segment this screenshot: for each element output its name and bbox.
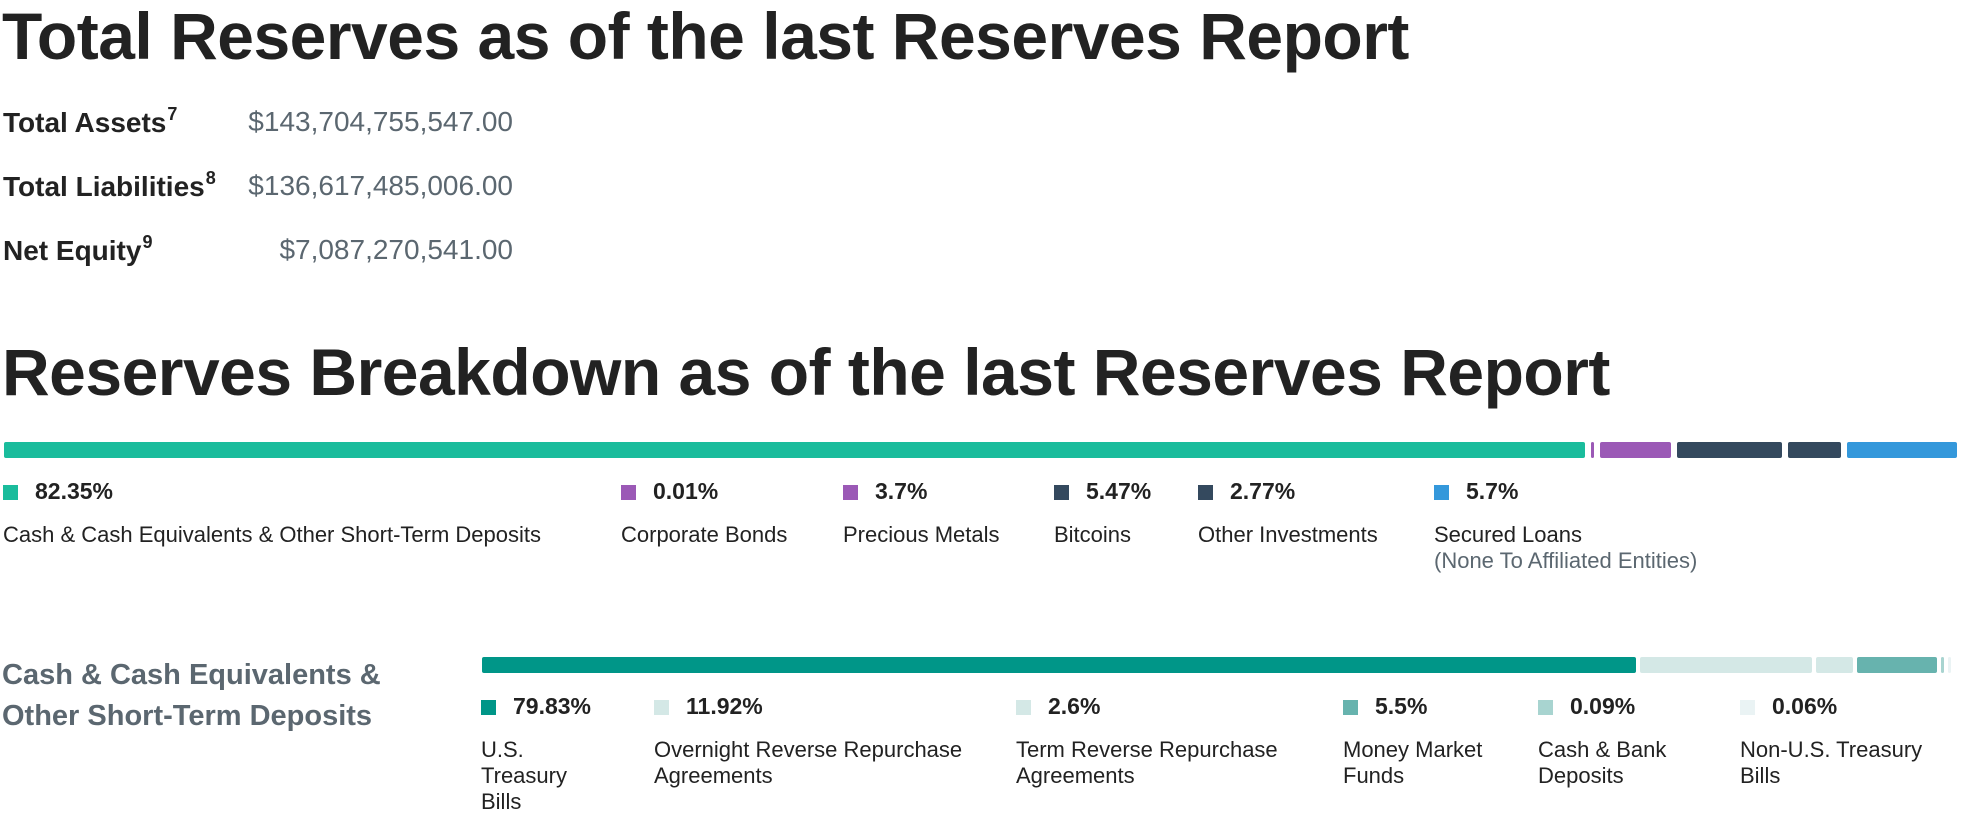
bar-segment-overnight-reverse-repurchase-agreements[interactable] <box>1639 657 1812 673</box>
legend-swatch <box>1016 700 1031 715</box>
footnote-9[interactable]: 9 <box>142 232 153 252</box>
legend-category: Non-U.S. Treasury Bills <box>1740 737 1940 789</box>
legend-swatch <box>1054 485 1069 500</box>
legend-category: Cash & Bank Deposits <box>1538 737 1703 789</box>
legend-swatch <box>1538 700 1553 715</box>
legend-percentage: 0.09% <box>1570 693 1636 719</box>
footnote-7[interactable]: 7 <box>167 104 178 124</box>
legend-swatch <box>621 485 636 500</box>
bar-segment-non-u-s-treasury-bills[interactable] <box>1947 657 1951 673</box>
legend-swatch <box>654 700 669 715</box>
legend-percentage: 0.01% <box>653 478 719 504</box>
legend-percentage: 82.35% <box>35 478 114 504</box>
net-equity-value: $7,087,270,541.00 <box>279 234 513 265</box>
legend-category: Precious Metals <box>843 522 1043 548</box>
bar-segment-other-investments[interactable] <box>1788 442 1842 458</box>
legend-category-label: Corporate Bonds <box>621 522 788 547</box>
cash-breakdown-bar <box>482 657 1951 673</box>
legend-category-label: Term Reverse Repurchase Agreements <box>1016 737 1278 788</box>
legend-category: Cash & Cash Equivalents & Other Short-Te… <box>3 522 603 548</box>
bar-segment-precious-metals[interactable] <box>1600 442 1672 458</box>
legend-category-label: Precious Metals <box>843 522 1000 547</box>
cash-breakdown-title: Cash & Cash Equivalents & Other Short-Te… <box>2 659 381 732</box>
legend-swatch <box>481 700 496 715</box>
legend-swatch <box>1434 485 1449 500</box>
legend-percentage: 2.77% <box>1230 478 1296 504</box>
legend-category: Overnight Reverse Repurchase Agreements <box>654 737 984 789</box>
bar-segment-u-s-treasury-bills[interactable] <box>482 657 1636 673</box>
reserves-breakdown-bar <box>4 442 1957 458</box>
legend-category-label: Cash & Cash Equivalents & Other Short-Te… <box>3 522 542 547</box>
legend-category: Money Market Funds <box>1343 737 1508 789</box>
legend-category: Term Reverse Repurchase Agreements <box>1016 737 1316 789</box>
legend-category: U.S. Treasury Bills <box>481 737 581 815</box>
bar-segment-cash-bank-deposits[interactable] <box>1940 657 1944 673</box>
legend-category: Secured Loans (None To Affiliated Entitie… <box>1434 522 1754 574</box>
legend-percentage: 0.06% <box>1772 693 1838 719</box>
total-liabilities-label: Total Liabilities8 <box>3 168 216 202</box>
legend-percentage: 5.47% <box>1086 478 1152 504</box>
legend-category: Bitcoins <box>1054 522 1184 548</box>
legend-category-label: Overnight Reverse Repurchase Agreements <box>654 737 963 788</box>
total-assets-label: Total Assets7 <box>3 104 178 138</box>
bar-segment-bitcoins[interactable] <box>1677 442 1783 458</box>
legend-category-label: Money Market Funds <box>1343 737 1483 788</box>
legend-category: Corporate Bonds <box>621 522 831 548</box>
net-equity-label: Net Equity9 <box>3 232 153 266</box>
legend-category-label: U.S. Treasury Bills <box>481 737 567 814</box>
legend-percentage: 5.7% <box>1466 478 1519 504</box>
total-reserves-title: Total Reserves as of the last Reserves R… <box>2 0 1409 73</box>
bar-segment-secured-loans[interactable] <box>1847 442 1957 458</box>
legend-percentage: 79.83% <box>513 693 592 719</box>
legend-category-label: Non-U.S. Treasury Bills <box>1740 737 1923 788</box>
total-assets-value: $143,704,755,547.00 <box>248 106 513 137</box>
bar-segment-money-market-funds[interactable] <box>1857 657 1937 673</box>
legend-category-label: Cash & Bank Deposits <box>1538 737 1667 788</box>
legend-category: Other Investments <box>1198 522 1423 548</box>
legend-swatch <box>843 485 858 500</box>
total-liabilities-value: $136,617,485,006.00 <box>248 170 513 201</box>
legend-percentage: 3.7% <box>875 478 928 504</box>
legend-percentage: 11.92% <box>686 693 763 719</box>
legend-category-label: Other Investments <box>1198 522 1378 547</box>
reserves-breakdown-title: Reserves Breakdown as of the last Reserv… <box>2 335 1610 409</box>
legend-sublabel: (None To Affiliated Entities) <box>1434 548 1698 573</box>
legend-swatch <box>3 485 18 500</box>
legend-swatch <box>1198 485 1213 500</box>
bar-segment-corporate-bonds[interactable] <box>1591 442 1595 458</box>
bar-segment-cash-cash-equivalents-other-short-term-deposits[interactable] <box>4 442 1586 458</box>
bar-segment-term-reverse-repurchase-agreements[interactable] <box>1815 657 1854 673</box>
legend-swatch <box>1740 700 1755 715</box>
legend-percentage: 2.6% <box>1048 693 1101 719</box>
legend-category-label: Bitcoins <box>1054 522 1132 547</box>
legend-percentage: 5.5% <box>1375 693 1428 719</box>
legend-swatch <box>1343 700 1358 715</box>
footnote-8[interactable]: 8 <box>205 168 216 188</box>
legend-category-label: Secured Loans <box>1434 522 1582 547</box>
